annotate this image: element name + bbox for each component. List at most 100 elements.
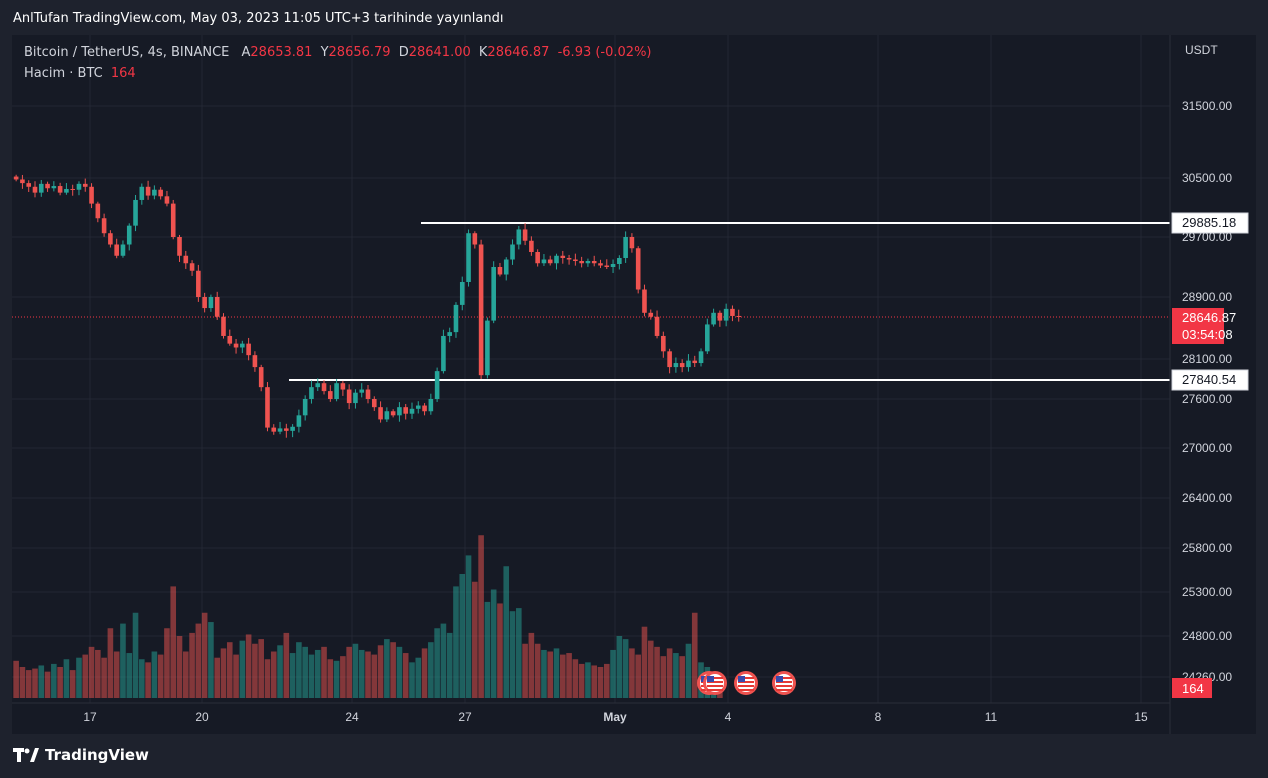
price-tick-label: 30500.00: [1182, 171, 1232, 185]
volume-bar: [371, 654, 378, 698]
candle-body: [95, 203, 101, 219]
candle-body: [189, 263, 195, 271]
volume-bar: [679, 656, 685, 698]
flag-stripe: [707, 689, 723, 691]
resistance-badge: [1171, 212, 1249, 234]
volume-bar: [145, 662, 151, 698]
volume-bar: [195, 623, 202, 698]
candle-body: [290, 426, 295, 431]
volume-bar: [51, 663, 57, 698]
volume-bar: [641, 626, 648, 698]
candle-body: [610, 264, 616, 267]
candle-body: [26, 183, 32, 187]
volume-bar: [226, 642, 233, 698]
candle-body: [202, 297, 207, 309]
candle-body: [51, 186, 57, 189]
candle-body: [566, 258, 572, 260]
volume-bar: [465, 555, 472, 698]
volume-bar: [151, 651, 158, 698]
chart-grid: [12, 35, 1170, 703]
candle-body: [510, 244, 515, 260]
flag-stripe: [776, 677, 792, 679]
candle-body: [736, 315, 742, 317]
flag-stripe: [707, 685, 723, 687]
candle-body: [246, 343, 251, 356]
volume-bar: [635, 654, 641, 698]
volume-bar: [597, 667, 604, 698]
date-tick-label: 17: [83, 710, 97, 724]
volume-legend: Hacim · BTC 164: [24, 66, 136, 81]
candle-body: [152, 189, 157, 196]
candle-body: [547, 259, 553, 264]
candle-body: [573, 259, 578, 261]
candle-body: [101, 218, 107, 234]
candle-body: [183, 255, 189, 264]
volume-bar: [415, 657, 422, 698]
volume-bar: [76, 657, 82, 698]
candle-body: [214, 297, 220, 317]
candle-body: [328, 391, 333, 399]
candle-body: [321, 383, 327, 392]
price-tick-label: 26400.00: [1182, 491, 1232, 505]
volume-bar: [591, 665, 598, 698]
high-value: 28656.79: [328, 45, 391, 60]
volume-bar: [685, 643, 692, 698]
candle-body: [623, 237, 628, 258]
volume-bar: [578, 663, 585, 698]
support-resistance-lines: [12, 222, 1170, 381]
high-label: Y: [320, 45, 329, 60]
candle-body: [221, 316, 226, 336]
candle-body: [598, 263, 603, 266]
volume-bar: [327, 659, 334, 698]
candle-body: [428, 399, 434, 412]
candle-body: [277, 428, 283, 432]
candle-body: [233, 343, 239, 348]
symbol-name: Bitcoin / TetherUS, 4s, BINANCE: [24, 45, 230, 60]
volume-bar: [647, 640, 654, 698]
volume-bar: [82, 654, 89, 698]
volume-bar: [38, 665, 45, 698]
volume-bar: [340, 656, 346, 698]
flag-stripe: [738, 681, 754, 683]
candle-body: [409, 408, 415, 414]
candle-body: [535, 252, 540, 264]
last-price-text: 28646.87: [1182, 310, 1236, 325]
candle-body: [635, 248, 641, 290]
volume-bar: [57, 667, 63, 698]
candle-body: [120, 244, 126, 256]
price-ticks: 31500.0030500.0029700.0028900.0028100.00…: [1182, 99, 1232, 684]
volume-bar: [296, 642, 302, 698]
candle-body: [730, 308, 735, 316]
volume-bar: [101, 657, 107, 698]
candle-body: [32, 186, 38, 193]
volume-bar: [629, 648, 635, 698]
candle-body: [13, 176, 19, 180]
volume-bar: [107, 628, 114, 698]
tradingview-brand[interactable]: TradingView: [13, 746, 149, 764]
candle-body: [334, 383, 339, 399]
candle-body: [70, 188, 75, 190]
volume-bar: [446, 632, 453, 698]
volume-bar: [302, 646, 308, 698]
volume-bar: [170, 586, 177, 698]
resistance-badge-text: 29885.18: [1182, 215, 1236, 230]
volume-bar: [88, 646, 95, 698]
volume-bar: [333, 660, 340, 698]
candle-body: [503, 259, 509, 275]
candle-body: [453, 304, 459, 333]
candlesticks: [13, 174, 742, 438]
brand-label: TradingView: [45, 746, 149, 764]
flag-stripe: [738, 685, 754, 687]
volume-bar: [321, 646, 327, 698]
ohlc-legend: Bitcoin / TetherUS, 4s, BINANCE A28653.8…: [24, 45, 652, 60]
candle-body: [629, 237, 635, 249]
support-badge: [1171, 369, 1249, 391]
candle-body: [265, 387, 270, 428]
candle-body: [158, 189, 163, 197]
volume-bar: [245, 634, 252, 698]
volume-badge-text: 164: [1182, 681, 1204, 696]
candle-body: [648, 312, 654, 317]
candle-body: [591, 261, 597, 264]
candle-body: [315, 383, 321, 388]
